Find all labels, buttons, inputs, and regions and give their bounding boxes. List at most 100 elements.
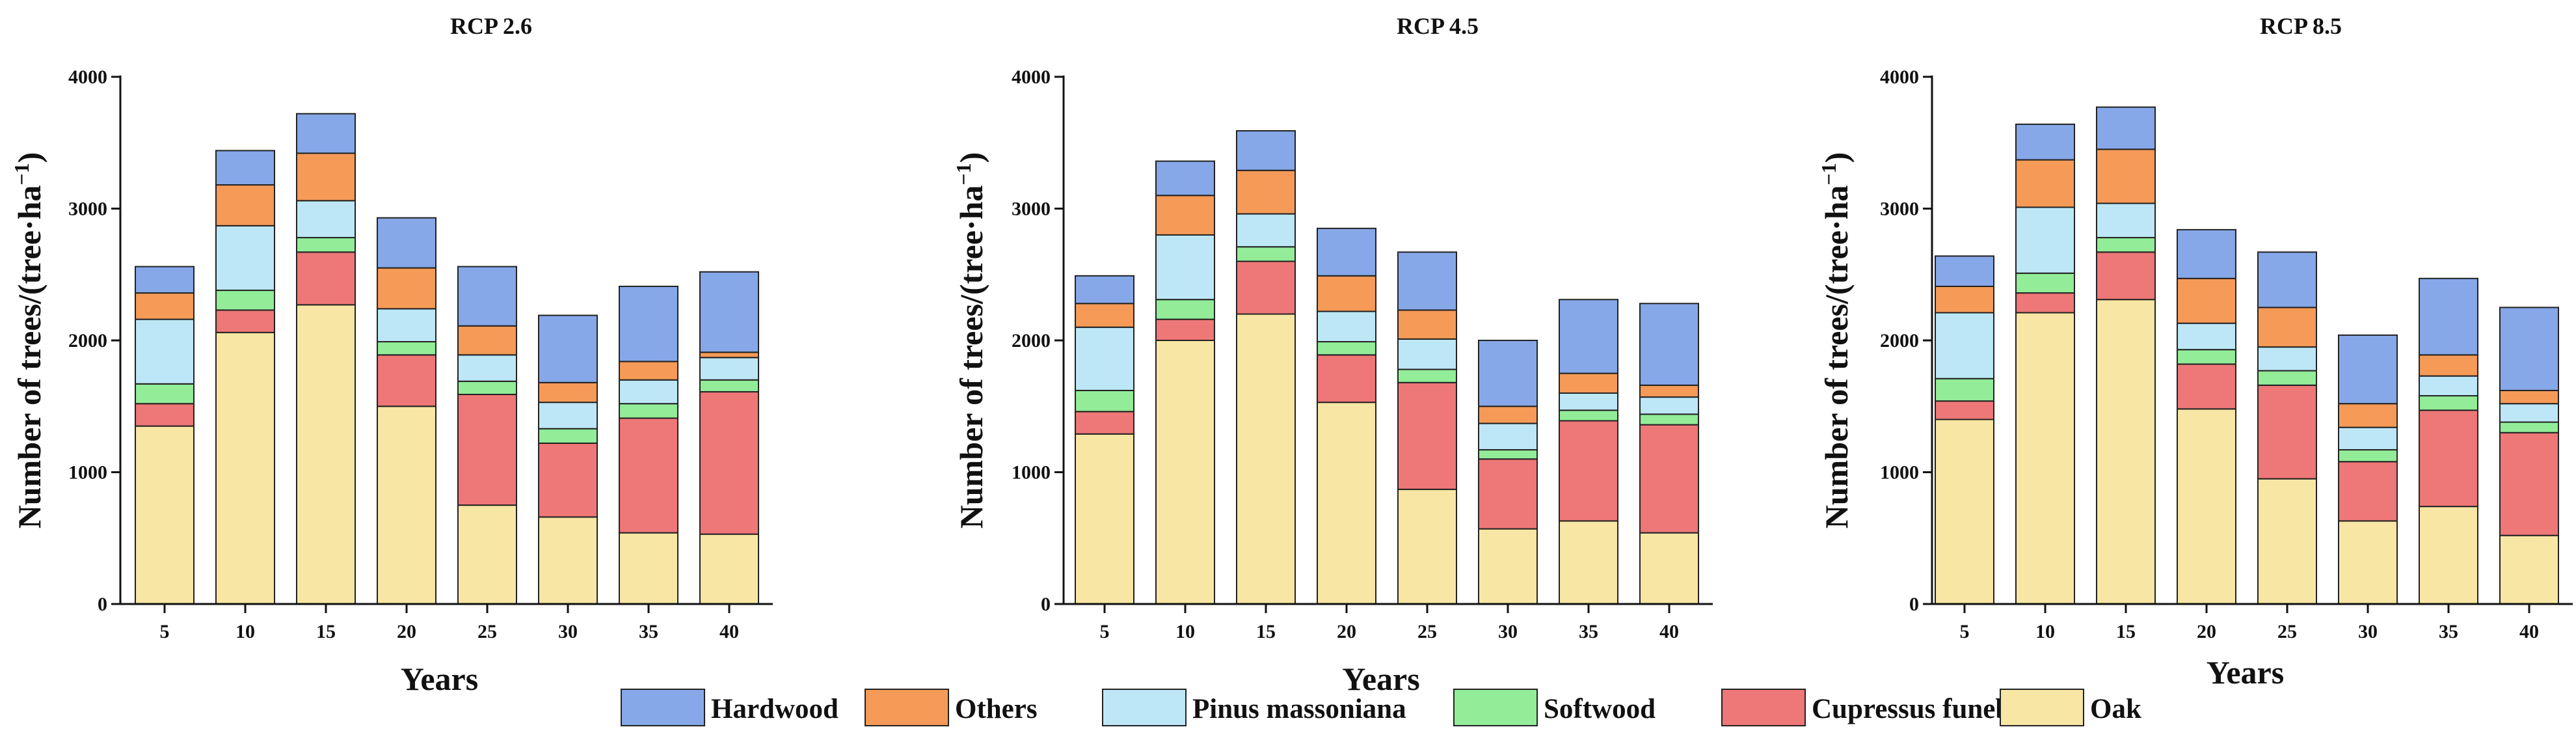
bar-cupressus-funebris-5: [1935, 400, 1994, 420]
bar-oak-10: [215, 331, 275, 605]
bar-others-5: [1935, 285, 1994, 314]
bar-cupressus-funebris-30: [538, 442, 598, 518]
bar-cupressus-funebris-30: [1478, 458, 1538, 530]
bar-hardwood-10: [1155, 160, 1215, 197]
x-tick-label: 25: [2277, 621, 2297, 642]
x-tick-label: 5: [160, 621, 170, 642]
bar-pinus-massoniana-5: [1935, 312, 1994, 379]
bar-cupressus-funebris-20: [2177, 363, 2236, 410]
bar-others-30: [1478, 405, 1538, 424]
bar-oak-35: [1559, 520, 1618, 605]
x-tick-label: 30: [558, 621, 578, 642]
x-tick-label: 40: [2519, 621, 2539, 642]
bar-others-30: [2338, 403, 2398, 428]
x-tick-label: 40: [1659, 621, 1679, 642]
bar-oak-15: [296, 304, 356, 605]
bar-softwood-30: [2338, 449, 2398, 463]
bar-softwood-40: [2499, 421, 2559, 433]
chart-panel-rcp-8-5: RCP 8.5 0 1000 2000 3000 4000 5 10 15 20 25 30 35 40 Y…: [1817, 13, 2573, 691]
bar-others-20: [1317, 275, 1376, 312]
bar-pinus-massoniana-10: [215, 225, 275, 292]
bar-pinus-massoniana-15: [1236, 213, 1296, 248]
bar-softwood-35: [2419, 395, 2478, 411]
x-tick-label: 35: [639, 621, 658, 642]
bar-hardwood-10: [215, 150, 275, 186]
bar-cupressus-funebris-35: [2419, 409, 2478, 508]
bar-softwood-25: [1397, 368, 1457, 383]
y-tick-label: 2000: [68, 330, 107, 351]
chart-panel-rcp-2-6: RCP 2.6 0 1000 2000 3000 4000 5 10 15 20 25 30 35 40 Y…: [10, 13, 773, 697]
bar-cupressus-funebris-25: [1397, 381, 1457, 490]
x-tick-label: 25: [477, 621, 497, 642]
y-tick-label: 2000: [1880, 330, 1919, 351]
y-tick-label: 0: [1041, 594, 1051, 615]
bar-hardwood-5: [135, 266, 195, 294]
bar-softwood-10: [1155, 299, 1215, 320]
chart-panel-rcp-4-5: RCP 4.5 0 1000 2000 3000 4000 5 10 15 20 25 30 35 40 Y…: [952, 13, 1713, 697]
bar-cupressus-funebris-15: [2096, 251, 2156, 301]
bar-others-15: [1236, 169, 1296, 215]
bar-hardwood-15: [1236, 130, 1296, 171]
bar-cupressus-funebris-25: [2257, 384, 2317, 480]
bar-pinus-massoniana-10: [2015, 206, 2075, 274]
y-tick-label: 1000: [1012, 462, 1051, 484]
bar-others-20: [377, 267, 436, 310]
bar-oak-25: [457, 504, 517, 605]
bar-hardwood-25: [1397, 251, 1457, 311]
bar-softwood-15: [2096, 237, 2156, 253]
bar-oak-20: [2177, 408, 2236, 605]
bar-others-20: [2177, 277, 2236, 324]
bar-hardwood-35: [1559, 299, 1618, 374]
bar-hardwood-40: [699, 271, 759, 353]
bar-hardwood-40: [2499, 307, 2559, 391]
x-tick-label: 25: [1417, 621, 1437, 642]
bar-others-5: [135, 292, 195, 320]
bar-pinus-massoniana-15: [2096, 202, 2156, 239]
bar-pinus-massoniana-15: [296, 200, 356, 239]
bar-others-15: [296, 152, 356, 202]
x-tick-label: 35: [2439, 621, 2458, 642]
legend-swatch-cupressus-funebris: [1721, 689, 1806, 726]
chart-title: RCP 8.5: [2260, 13, 2342, 39]
bar-cupressus-funebris-25: [457, 394, 517, 506]
bar-cupressus-funebris-20: [377, 354, 436, 407]
bar-others-10: [215, 184, 275, 226]
legend-label-others: Others: [955, 694, 1038, 724]
bar-hardwood-25: [2257, 251, 2317, 309]
bar-cupressus-funebris-10: [1155, 318, 1215, 342]
bar-pinus-massoniana-20: [377, 308, 436, 343]
bar-softwood-5: [135, 383, 195, 405]
bar-cupressus-funebris-35: [1559, 420, 1618, 522]
chart-title: RCP 4.5: [1397, 13, 1479, 39]
bar-pinus-massoniana-5: [1075, 326, 1134, 391]
bar-oak-35: [2419, 506, 2478, 605]
y-axis-label: Number of trees/(tree·ha−1): [1817, 152, 1855, 529]
x-tick-label: 30: [1498, 621, 1518, 642]
y-tick-label: 3000: [68, 199, 107, 220]
bar-softwood-25: [457, 380, 517, 396]
x-tick-label: 15: [316, 621, 336, 642]
bar-pinus-massoniana-40: [1639, 396, 1699, 415]
bar-pinus-massoniana-5: [135, 318, 195, 385]
bar-oak-35: [619, 532, 678, 605]
legend-swatch-oak: [2000, 689, 2084, 726]
bar-others-40: [699, 351, 759, 359]
y-axis-label: Number of trees/(tree·ha−1): [952, 152, 989, 529]
bar-softwood-10: [2015, 272, 2075, 294]
bar-stack-group: [135, 113, 759, 605]
bar-hardwood-20: [377, 217, 436, 269]
bar-pinus-massoniana-35: [2419, 375, 2478, 397]
bar-softwood-25: [2257, 370, 2317, 386]
bar-oak-30: [2338, 520, 2398, 605]
bar-oak-40: [2499, 534, 2559, 605]
bar-hardwood-15: [296, 113, 356, 154]
bar-others-10: [2015, 159, 2075, 208]
bar-cupressus-funebris-5: [1075, 411, 1134, 435]
legend-swatch-softwood: [1453, 689, 1538, 726]
bar-others-30: [538, 381, 598, 404]
bar-oak-15: [1236, 313, 1296, 605]
bar-oak-10: [1155, 340, 1215, 605]
x-tick-label: 35: [1579, 621, 1598, 642]
